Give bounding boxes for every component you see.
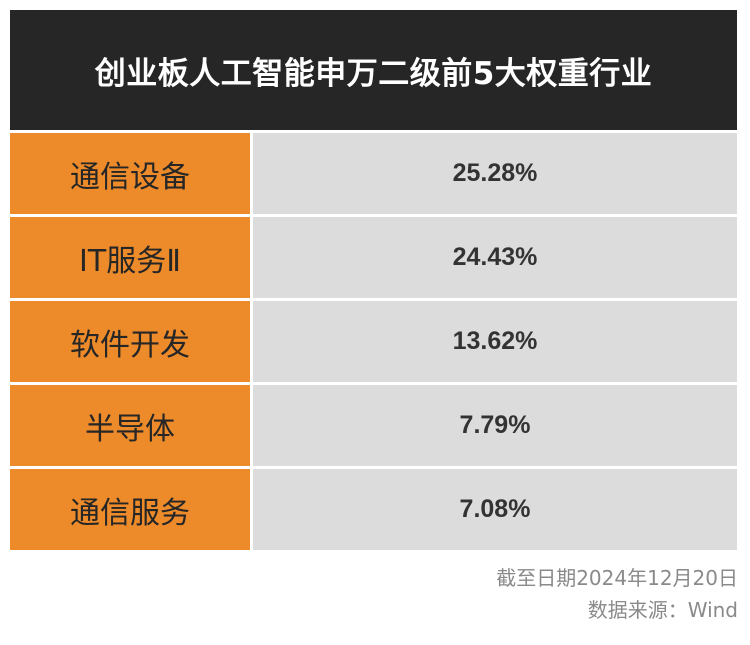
- weight-value: 24.43%: [253, 217, 737, 298]
- weight-value: 13.62%: [253, 301, 737, 382]
- industry-label: 半导体: [10, 385, 250, 466]
- industry-label: 通信服务: [10, 469, 250, 550]
- table-row: 通信设备 25.28%: [10, 133, 737, 214]
- table-title: 创业板人工智能申万二级前5大权重行业: [10, 10, 737, 130]
- industry-label: 软件开发: [10, 301, 250, 382]
- table-row: IT服务Ⅱ 24.43%: [10, 217, 737, 298]
- table-row: 通信服务 7.08%: [10, 469, 737, 550]
- industry-label: 通信设备: [10, 133, 250, 214]
- source-note: 数据来源：Wind: [587, 598, 738, 622]
- date-note: 截至日期2024年12月20日: [496, 566, 738, 590]
- table-row: 软件开发 13.62%: [10, 301, 737, 382]
- footnote: 截至日期2024年12月20日 数据来源：Wind: [496, 562, 738, 626]
- industry-label: IT服务Ⅱ: [10, 217, 250, 298]
- weight-value: 7.79%: [253, 385, 737, 466]
- weight-table: 创业板人工智能申万二级前5大权重行业 通信设备 25.28% IT服务Ⅱ 24.…: [10, 10, 737, 550]
- table-row: 半导体 7.79%: [10, 385, 737, 466]
- divider: [10, 130, 737, 133]
- weight-value: 25.28%: [253, 133, 737, 214]
- weight-value: 7.08%: [253, 469, 737, 550]
